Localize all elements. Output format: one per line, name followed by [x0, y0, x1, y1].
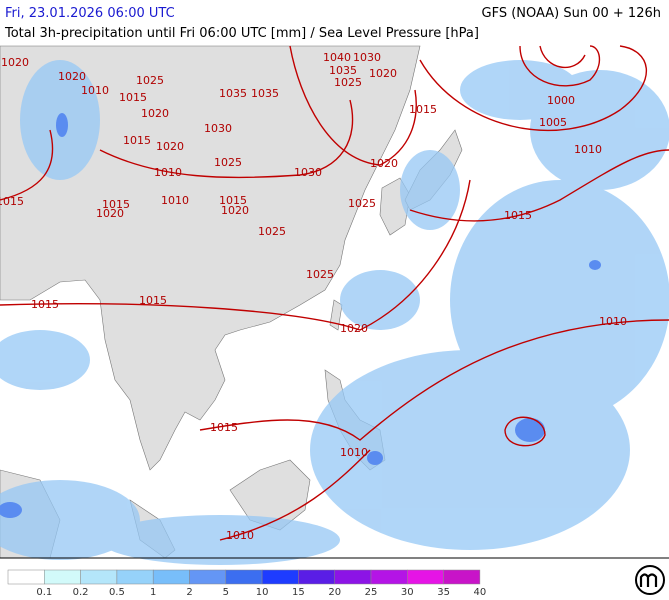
isobar-label: 1040 — [323, 51, 351, 64]
isobar-label: 1015 — [31, 298, 59, 311]
isobar-label: 1020 — [141, 107, 169, 120]
precipitation — [0, 60, 669, 565]
legend-swatch — [334, 569, 372, 585]
isobar-label: 1015 — [139, 294, 167, 307]
isobar-label: 1035 — [219, 87, 247, 100]
legend-swatch — [116, 569, 154, 585]
isobar-label: 1020 — [340, 322, 368, 335]
legend-swatch — [44, 569, 81, 585]
legend-swatch — [225, 569, 263, 585]
legend-swatch — [443, 569, 481, 585]
legend-swatch — [152, 569, 190, 585]
color-legend: 0.1 0.2 0.5 1 2 5 10 15 20 25 30 35 40 — [7, 569, 487, 598]
isobar-label: 1020 — [156, 140, 184, 153]
description: Total 3h-precipitation until Fri 06:00 U… — [5, 26, 479, 41]
legend-swatch — [189, 569, 227, 585]
isobar-label: 1010 — [574, 143, 602, 156]
legend-label: 30 — [401, 587, 414, 598]
legend-label: 10 — [256, 587, 269, 598]
isobar-label: 1015 — [219, 194, 247, 207]
legend-swatch — [298, 569, 335, 585]
isobar-label: 1010 — [340, 446, 368, 459]
heavy-precipitation — [0, 113, 601, 518]
legend-swatch — [7, 569, 45, 585]
model-run: GFS (NOAA) Sun 00 + 126h — [481, 6, 661, 21]
isobar-label: 1000 — [547, 94, 575, 107]
isobar-label: 1015 — [102, 198, 130, 211]
isobar-label: 1025 — [348, 197, 376, 210]
legend-label: 25 — [365, 587, 378, 598]
isobar-label: 1015 — [123, 134, 151, 147]
isobars — [0, 45, 669, 541]
isobar-label: 1015 — [0, 195, 24, 208]
isobar-label: 1025 — [306, 268, 334, 281]
isobar-label: 1030 — [294, 166, 322, 179]
legend-label: 40 — [474, 587, 487, 598]
isobar-label: 1010 — [161, 194, 189, 207]
legend-label: 2 — [186, 587, 192, 598]
isobar-label: 1025 — [258, 225, 286, 238]
isobar-label: 1005 — [539, 116, 567, 129]
legend-label: 20 — [328, 587, 341, 598]
legend-label: 5 — [223, 587, 229, 598]
legend-swatch — [80, 569, 118, 585]
isobar-label: 1025 — [334, 76, 362, 89]
logo — [635, 565, 665, 595]
isobar-label: 1035 — [329, 64, 357, 77]
isobar-label: 1035 — [251, 87, 279, 100]
isobar-label: 1020 — [369, 67, 397, 80]
legend-label: 0.1 — [36, 587, 52, 598]
legend-label: 35 — [437, 587, 450, 598]
isobar-label: 1020 — [58, 70, 86, 83]
legend-label: 0.5 — [109, 587, 125, 598]
legend-label: 15 — [292, 587, 305, 598]
isobar-label: 1030 — [353, 51, 381, 64]
isobar-label: 1020 — [370, 157, 398, 170]
isobar-label: 1010 — [154, 166, 182, 179]
isobar-label: 1015 — [504, 209, 532, 222]
isobar-label: 1020 — [1, 56, 29, 69]
isobar-label: 1015 — [210, 421, 238, 434]
isobar-label: 1030 — [204, 122, 232, 135]
isobar-label: 1025 — [214, 156, 242, 169]
isobar-label: 1010 — [81, 84, 109, 97]
legend-swatch — [407, 569, 444, 585]
legend-label: 1 — [150, 587, 156, 598]
legend-swatch — [370, 569, 408, 585]
valid-time: Fri, 23.01.2026 06:00 UTC — [5, 6, 175, 21]
isobar-label: 1020 — [96, 207, 124, 220]
isobar-label: 1020 — [221, 204, 249, 217]
isobar-label: 1010 — [226, 529, 254, 542]
isobar-label: 1015 — [119, 91, 147, 104]
legend-label: 0.2 — [73, 587, 89, 598]
legend-swatch — [261, 569, 299, 585]
isobar-label: 1025 — [136, 74, 164, 87]
isobar-label: 1015 — [409, 103, 437, 116]
isobar-label: 1010 — [599, 315, 627, 328]
